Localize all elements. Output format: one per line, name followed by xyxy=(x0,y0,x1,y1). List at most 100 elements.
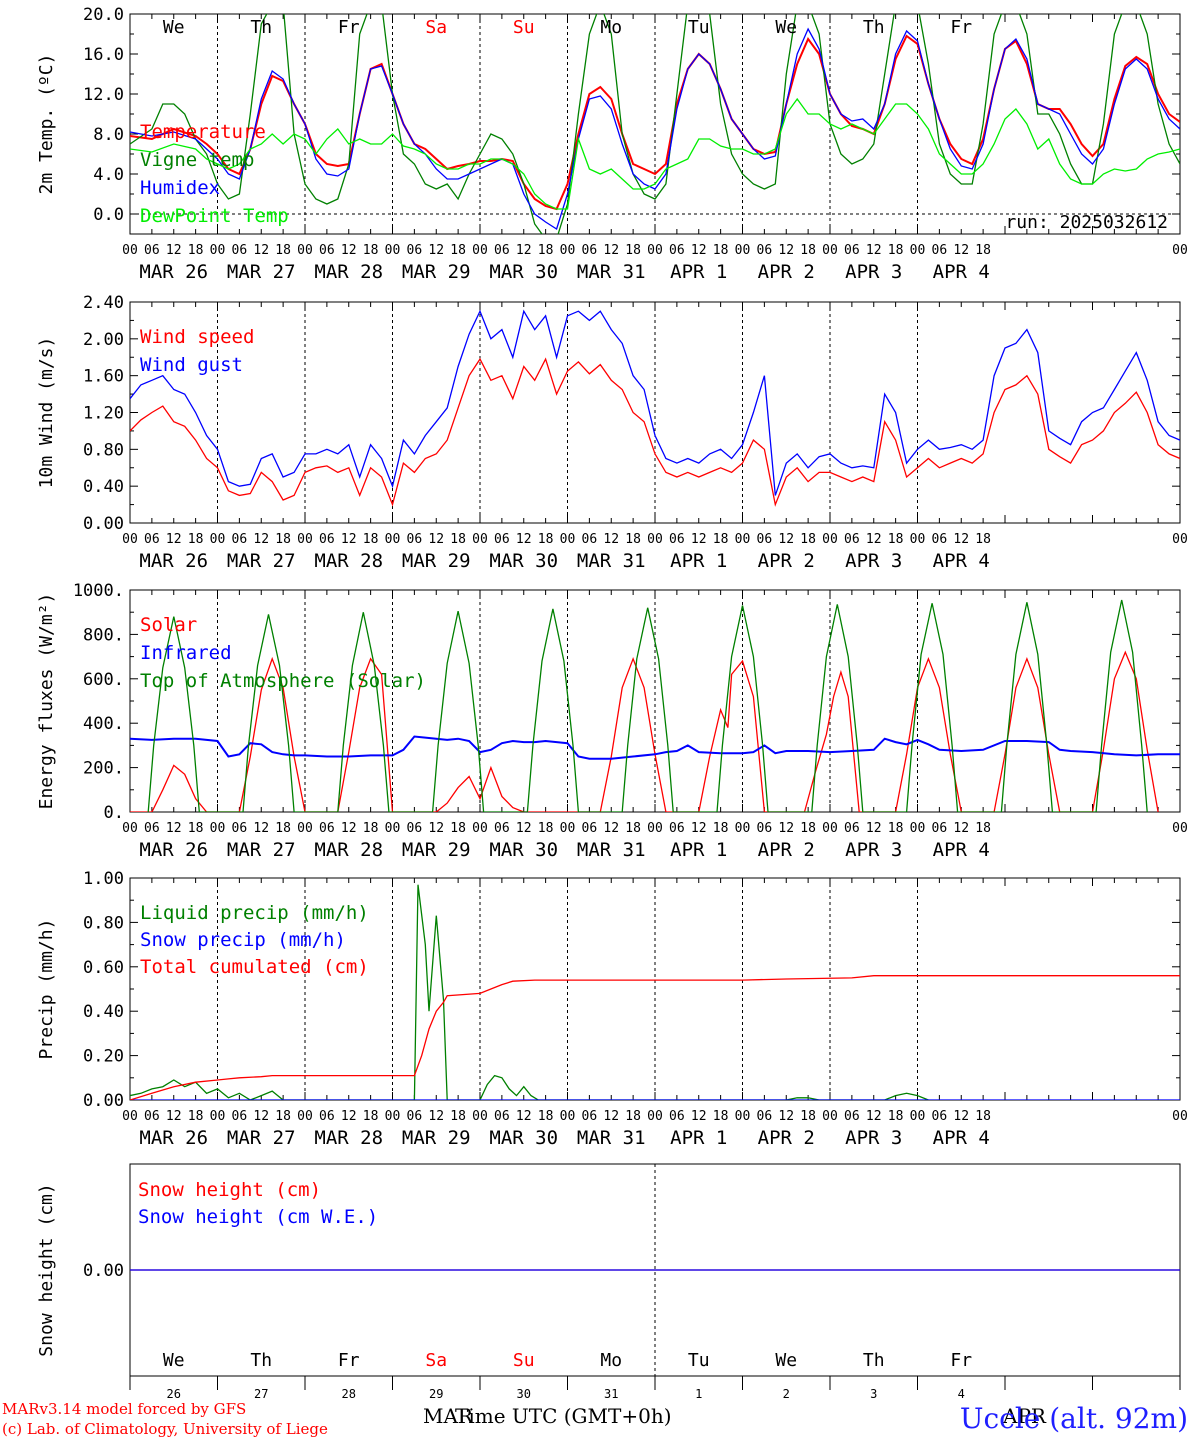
hour-label: 00 xyxy=(1172,243,1188,258)
date-label: APR 3 xyxy=(845,261,902,283)
legend-entry: Top of Atmosphere (Solar) xyxy=(140,670,426,692)
date-label: MAR 28 xyxy=(314,839,383,861)
date-label: MAR 26 xyxy=(139,550,208,572)
y-tick-label: 1.60 xyxy=(83,367,124,387)
weekday-label: Th xyxy=(250,1350,272,1371)
date-label: APR 3 xyxy=(845,550,902,572)
hour-label: 00 xyxy=(210,821,226,836)
y-tick-label: 1000. xyxy=(73,581,124,601)
day-number: 29 xyxy=(429,1387,443,1401)
weekday-label: Su xyxy=(513,1350,535,1371)
hour-label: 00 xyxy=(297,1109,313,1124)
date-label: APR 1 xyxy=(670,839,727,861)
legend-entry: Humidex xyxy=(140,177,220,199)
legend-entry: Wind speed xyxy=(140,326,254,348)
hour-label: 00 xyxy=(822,532,838,547)
y-tick-label: 1.20 xyxy=(83,404,124,424)
hour-label: 18 xyxy=(713,532,729,547)
y-tick-label: 0.20 xyxy=(83,1047,124,1067)
hour-label: 12 xyxy=(166,243,182,258)
legend-entry: DewPoint Temp xyxy=(140,205,289,227)
series-line-humidex xyxy=(130,27,1180,231)
hour-label: 00 xyxy=(560,1109,576,1124)
hour-label: 18 xyxy=(450,532,466,547)
y-tick-label: 0.80 xyxy=(83,913,124,933)
hour-label: 06 xyxy=(582,821,598,836)
day-number: 3 xyxy=(870,1387,877,1401)
hour-label: 12 xyxy=(691,243,707,258)
hour-label: 00 xyxy=(122,243,138,258)
y-tick-label: 0.80 xyxy=(83,440,124,460)
weekday-label: Fr xyxy=(950,17,972,38)
day-number: 2 xyxy=(783,1387,790,1401)
hour-label: 00 xyxy=(297,532,313,547)
hour-label: 12 xyxy=(516,1109,532,1124)
hour-label: 12 xyxy=(953,243,969,258)
y-tick-label: 16.0 xyxy=(83,45,124,65)
y-axis-title: Precip (mm/h) xyxy=(36,919,57,1060)
hour-label: 06 xyxy=(582,243,598,258)
y-tick-label: 2.40 xyxy=(83,293,124,313)
hour-label: 00 xyxy=(122,532,138,547)
hour-label: 00 xyxy=(735,532,751,547)
hour-label: 12 xyxy=(953,1109,969,1124)
hour-label: 18 xyxy=(625,821,641,836)
hour-label: 18 xyxy=(275,1109,291,1124)
date-label: MAR 30 xyxy=(489,839,558,861)
hour-label: 18 xyxy=(275,243,291,258)
hour-label: 12 xyxy=(516,532,532,547)
hour-label: 06 xyxy=(494,821,510,836)
weekday-label: Th xyxy=(250,17,272,38)
date-label: APR 4 xyxy=(933,839,990,861)
hour-label: 12 xyxy=(691,821,707,836)
hour-label: 00 xyxy=(647,243,663,258)
hour-label: 18 xyxy=(713,821,729,836)
hour-label: 18 xyxy=(888,821,904,836)
y-tick-label: 0.40 xyxy=(83,1002,124,1022)
series-line-top-of-atmosphere-solar- xyxy=(147,599,1148,812)
hour-label: 18 xyxy=(713,243,729,258)
hour-label: 18 xyxy=(888,243,904,258)
hour-label: 18 xyxy=(800,821,816,836)
y-tick-label: 0. xyxy=(104,803,124,823)
date-label: MAR 29 xyxy=(402,1127,471,1149)
hour-label: 00 xyxy=(1172,532,1188,547)
date-label: APR 2 xyxy=(758,1127,815,1149)
hour-label: 00 xyxy=(297,821,313,836)
hour-label: 06 xyxy=(232,821,248,836)
hour-label: 12 xyxy=(341,532,357,547)
weekday-label: Mo xyxy=(600,1350,622,1371)
date-label: MAR 31 xyxy=(577,261,646,283)
weekday-label: Tu xyxy=(688,1350,710,1371)
date-label: MAR 28 xyxy=(314,550,383,572)
hour-label: 06 xyxy=(319,243,335,258)
hour-label: 06 xyxy=(494,243,510,258)
hour-label: 06 xyxy=(844,243,860,258)
date-label: APR 3 xyxy=(845,839,902,861)
legend-entry: Solar xyxy=(140,614,197,636)
hour-label: 00 xyxy=(472,821,488,836)
hour-label: 18 xyxy=(538,1109,554,1124)
hour-label: 00 xyxy=(472,1109,488,1124)
y-tick-label: 4.0 xyxy=(93,165,124,185)
hour-label: 18 xyxy=(800,243,816,258)
legend-entry: Infrared xyxy=(140,642,232,664)
hour-label: 06 xyxy=(757,243,773,258)
station-label: Uccle (alt. 92m) xyxy=(959,1402,1188,1435)
date-label: APR 1 xyxy=(670,550,727,572)
x-axis-title: Time UTC (GMT+0h) xyxy=(455,1404,672,1428)
hour-label: 06 xyxy=(669,1109,685,1124)
date-label: MAR 26 xyxy=(139,261,208,283)
hour-label: 12 xyxy=(253,532,269,547)
y-axis-title: 2m Temp. (ºC) xyxy=(36,54,57,195)
series-line-dewpoint-temp xyxy=(130,97,1180,210)
hour-label: 18 xyxy=(975,532,991,547)
hour-label: 00 xyxy=(122,1109,138,1124)
hour-label: 06 xyxy=(144,821,160,836)
weekday-label: Th xyxy=(863,1350,885,1371)
date-label: APR 2 xyxy=(758,839,815,861)
y-tick-label: 20.0 xyxy=(83,5,124,25)
hour-label: 06 xyxy=(144,1109,160,1124)
y-tick-label: 200. xyxy=(83,759,124,779)
hour-label: 18 xyxy=(625,243,641,258)
